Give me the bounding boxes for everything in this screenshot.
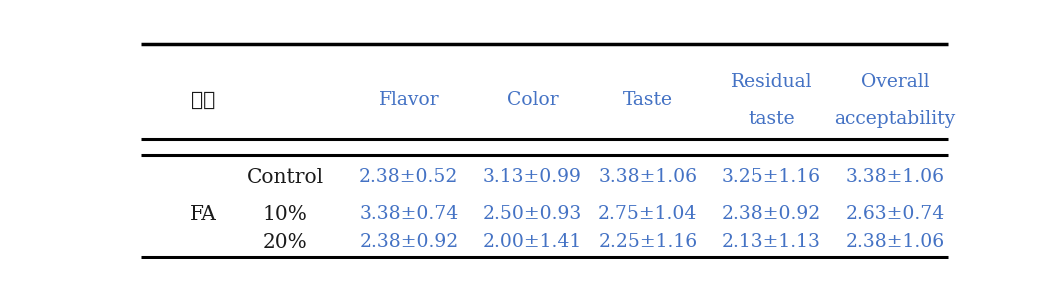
Text: 2.00±1.41: 2.00±1.41 (483, 233, 583, 251)
Text: 2.38±1.06: 2.38±1.06 (845, 233, 945, 251)
Text: 10%: 10% (263, 205, 307, 224)
Text: 3.25±1.16: 3.25±1.16 (722, 168, 821, 186)
Text: 2.63±0.74: 2.63±0.74 (845, 205, 945, 223)
Text: 2.25±1.16: 2.25±1.16 (598, 233, 697, 251)
Text: 식혜: 식혜 (190, 91, 215, 110)
Text: Color: Color (507, 91, 558, 109)
Text: 2.50±0.93: 2.50±0.93 (483, 205, 583, 223)
Text: 2.13±1.13: 2.13±1.13 (722, 233, 821, 251)
Text: 3.38±1.06: 3.38±1.06 (598, 168, 697, 186)
Text: 2.38±0.52: 2.38±0.52 (359, 168, 458, 186)
Text: Residual: Residual (730, 73, 812, 91)
Text: 2.38±0.92: 2.38±0.92 (722, 205, 821, 223)
Text: 3.38±0.74: 3.38±0.74 (359, 205, 458, 223)
Text: acceptability: acceptability (834, 110, 956, 128)
Text: taste: taste (748, 110, 795, 128)
Text: FA: FA (189, 205, 217, 224)
Text: Flavor: Flavor (378, 91, 439, 109)
Text: Overall: Overall (861, 73, 929, 91)
Text: 3.38±1.06: 3.38±1.06 (845, 168, 944, 186)
Text: Control: Control (247, 168, 324, 187)
Text: 20%: 20% (263, 233, 307, 252)
Text: 3.13±0.99: 3.13±0.99 (483, 168, 581, 186)
Text: 2.38±0.92: 2.38±0.92 (359, 233, 458, 251)
Text: Taste: Taste (623, 91, 673, 109)
Text: 2.75±1.04: 2.75±1.04 (598, 205, 697, 223)
